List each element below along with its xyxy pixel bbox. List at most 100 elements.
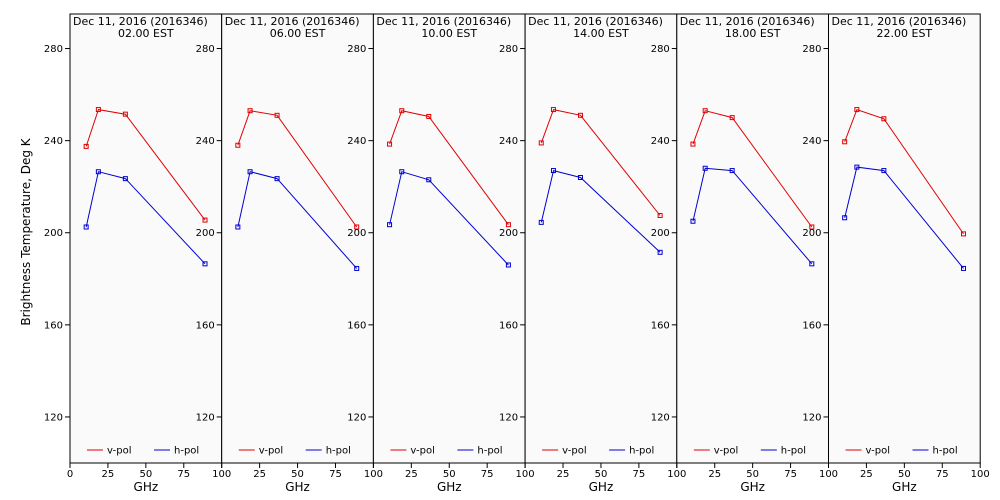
data-point-h-pol [657,249,663,255]
x-tick-label: 75 [784,469,797,480]
x-tick-label: 75 [633,469,646,480]
panel-frame [828,13,981,464]
panel-date: Dec 11, 2016 (2016346) [832,15,967,28]
x-axis-label: GHz [285,480,310,494]
panels: Dec 11, 2016 (2016346)02.00 EST120160200… [44,13,990,494]
data-point-h-pol [809,261,815,267]
y-tick-label: 120 [347,412,366,423]
y-tick-label: 160 [499,320,518,331]
panel-time: 10.00 EST [421,27,477,40]
data-point-v-pol [83,143,89,149]
panel-time: 22.00 EST [877,27,933,40]
panel-5: Dec 11, 2016 (2016346)18.00 EST 120 160 200… [651,13,838,494]
data-point-v-pol [538,140,544,146]
panel-date: Dec 11, 2016 (2016346) [528,15,663,28]
series-line-h-pol [844,166,964,269]
data-point-v-pol [274,112,280,118]
x-tick-label: 100 [971,469,990,480]
data-point-h-pol [550,168,556,174]
panel-time: 18.00 EST [725,27,781,40]
y-tick-label: 200 [499,228,518,239]
data-point-v-pol [657,212,663,218]
data-point-v-pol [842,139,848,145]
x-axis-label: GHz [740,480,765,494]
x-tick-label: 0 [67,469,73,480]
x-tick-label: 25 [557,469,570,480]
x-tick-label: 25 [708,469,721,480]
x-tick-label: 75 [329,469,342,480]
data-point-v-pol [550,107,556,113]
legend-label-h-pol: h-pol [933,446,958,457]
panel-1: Dec 11, 2016 (2016346)02.00 EST 120 160 200… [44,13,231,494]
panel-time: 14.00 EST [573,27,629,40]
series-line-h-pol [389,171,509,266]
panel-frame [221,13,374,464]
data-point-v-pol [729,115,735,121]
y-tick-label: 240 [347,136,366,147]
data-point-v-pol [426,113,432,119]
data-point-h-pol [577,174,583,180]
y-tick-label: 200 [196,228,215,239]
panel-frame [676,13,829,464]
y-tick-label: 120 [499,412,518,423]
data-point-h-pol [354,265,360,271]
panel-date: Dec 11, 2016 (2016346) [73,15,208,28]
data-point-h-pol [399,169,405,175]
legend-label-h-pol: h-pol [174,446,199,457]
data-point-h-pol [122,176,128,182]
data-point-h-pol [854,164,860,170]
y-axis-label: Brightness Temperature, Deg K [19,137,33,325]
data-point-h-pol [729,168,735,174]
y-tick-label: 280 [651,44,670,55]
y-tick-label: 240 [499,136,518,147]
series-line-h-pol [540,169,661,253]
legend-label-h-pol: h-pol [477,446,502,457]
data-point-h-pol [202,261,208,267]
y-tick-label: 200 [651,228,670,239]
y-tick-label: 240 [196,136,215,147]
panel-time: 02.00 EST [118,27,174,40]
data-point-v-pol [202,217,208,223]
data-point-h-pol [690,218,696,224]
data-point-h-pol [83,224,89,230]
legend-label-v-pol: v-pol [866,446,891,457]
panel-date: Dec 11, 2016 (2016346) [376,15,511,28]
panel-2: Dec 11, 2016 (2016346)06.00 EST 120 160 200… [196,13,383,494]
x-tick-label: 25 [253,469,266,480]
x-tick-label: 50 [443,469,456,480]
x-tick-label: 100 [212,469,231,480]
data-point-v-pol [577,112,583,118]
x-tick-label: 25 [405,469,418,480]
y-tick-label: 200 [347,228,366,239]
panel-frame [69,13,223,464]
data-point-v-pol [809,224,815,230]
series-line-v-pol [692,110,813,228]
data-point-v-pol [235,142,241,148]
data-point-v-pol [354,224,360,230]
x-tick-label: 25 [102,469,115,480]
x-axis-label: GHz [437,480,462,494]
legend-label-v-pol: v-pol [107,446,132,457]
y-tick-label: 160 [802,320,821,331]
x-tick-label: 100 [667,469,686,480]
y-tick-label: 120 [44,412,63,423]
series-line-h-pol [237,171,358,269]
data-point-h-pol [702,165,708,171]
x-tick-label: 100 [819,469,838,480]
data-point-h-pol [881,168,887,174]
series-line-v-pol [844,108,964,235]
panel-date: Dec 11, 2016 (2016346) [680,15,815,28]
legend-label-h-pol: h-pol [326,446,351,457]
data-point-h-pol [505,262,511,268]
data-point-v-pol [961,231,967,237]
y-tick-label: 120 [651,412,670,423]
x-axis-label: GHz [589,480,614,494]
data-point-v-pol [399,108,405,114]
x-tick-label: 50 [898,469,911,480]
legend-label-v-pol: v-pol [410,446,435,457]
data-point-h-pol [387,222,393,228]
series-line-v-pol [85,109,206,221]
x-axis-label: GHz [134,480,159,494]
data-point-v-pol [505,222,511,228]
x-tick-label: 50 [139,469,152,480]
